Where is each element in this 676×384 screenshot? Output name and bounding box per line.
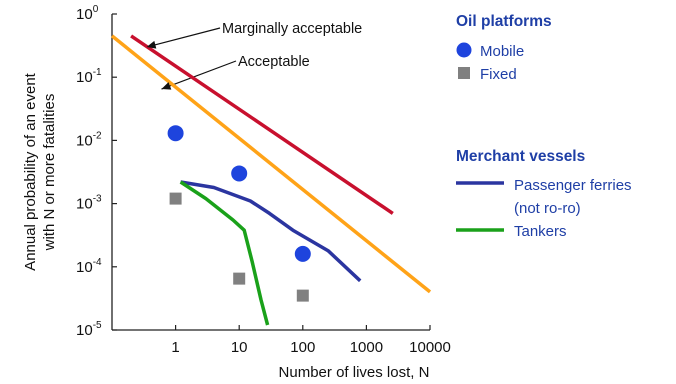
legend-fixed-label: Fixed <box>480 66 517 83</box>
y-tick-base: 10 <box>76 259 93 276</box>
y-tick-base: 10 <box>76 132 93 149</box>
legend-mobile-label: Mobile <box>480 43 524 60</box>
point-fixed <box>296 289 309 302</box>
y-tick-label: 100 <box>76 4 99 23</box>
y-tick-base: 10 <box>76 6 93 23</box>
annotation-marginally-acceptable: Marginally acceptable <box>222 21 362 37</box>
point-mobile <box>294 245 311 262</box>
y-tick-base: 10 <box>76 196 93 213</box>
y-axis-title-line2: with N or more fatalities <box>41 94 58 252</box>
y-tick-base: 10 <box>76 69 93 86</box>
annotation-acceptable: Acceptable <box>238 54 310 70</box>
series-line-marginally-acceptable <box>130 34 394 215</box>
series-line-tankers <box>179 180 270 326</box>
x-tick-label: 10 <box>231 339 248 356</box>
series-line-acceptable <box>110 34 432 294</box>
annotation-arrowhead <box>161 82 172 90</box>
y-axis-title-line1: Annual probability of an event <box>22 72 39 270</box>
legend-ferries-label-line2: (not ro-ro) <box>514 200 581 217</box>
y-tick-label: 10-4 <box>76 257 102 276</box>
legend-fixed-marker <box>458 67 470 79</box>
y-tick-exponent: -1 <box>93 67 102 78</box>
y-tick-exponent: 0 <box>93 4 99 15</box>
x-tick-label: 100 <box>290 339 315 356</box>
legend-group-oil-platforms: Oil platforms <box>456 13 552 30</box>
series-line-passenger-ferries-not-ro-ro <box>180 180 362 283</box>
point-mobile <box>231 165 248 182</box>
x-tick-label: 10000 <box>409 339 451 356</box>
y-tick-exponent: -4 <box>93 257 102 268</box>
y-tick-label: 10-2 <box>76 130 102 149</box>
point-fixed <box>169 192 182 205</box>
x-tick-label: 1 <box>171 339 179 356</box>
legend-mobile-marker <box>456 42 472 58</box>
x-tick-label: 1000 <box>350 339 383 356</box>
y-tick-exponent: -5 <box>93 320 102 331</box>
y-tick-base: 10 <box>76 322 93 339</box>
point-mobile <box>167 125 184 142</box>
y-tick-exponent: -2 <box>93 130 102 141</box>
legend-group-merchant-vessels: Merchant vessels <box>456 148 585 165</box>
annotation-arrowhead <box>146 40 157 49</box>
y-tick-label: 10-5 <box>76 320 102 339</box>
y-tick-label: 10-3 <box>76 194 102 213</box>
point-fixed <box>233 272 246 285</box>
y-tick-label: 10-1 <box>76 67 102 86</box>
y-tick-exponent: -3 <box>93 194 102 205</box>
legend-tankers-label: Tankers <box>514 223 567 240</box>
annotation-arrow-marginally <box>146 27 221 48</box>
x-axis-title: Number of lives lost, N <box>279 364 430 381</box>
legend-ferries-label-line1: Passenger ferries <box>514 177 632 194</box>
